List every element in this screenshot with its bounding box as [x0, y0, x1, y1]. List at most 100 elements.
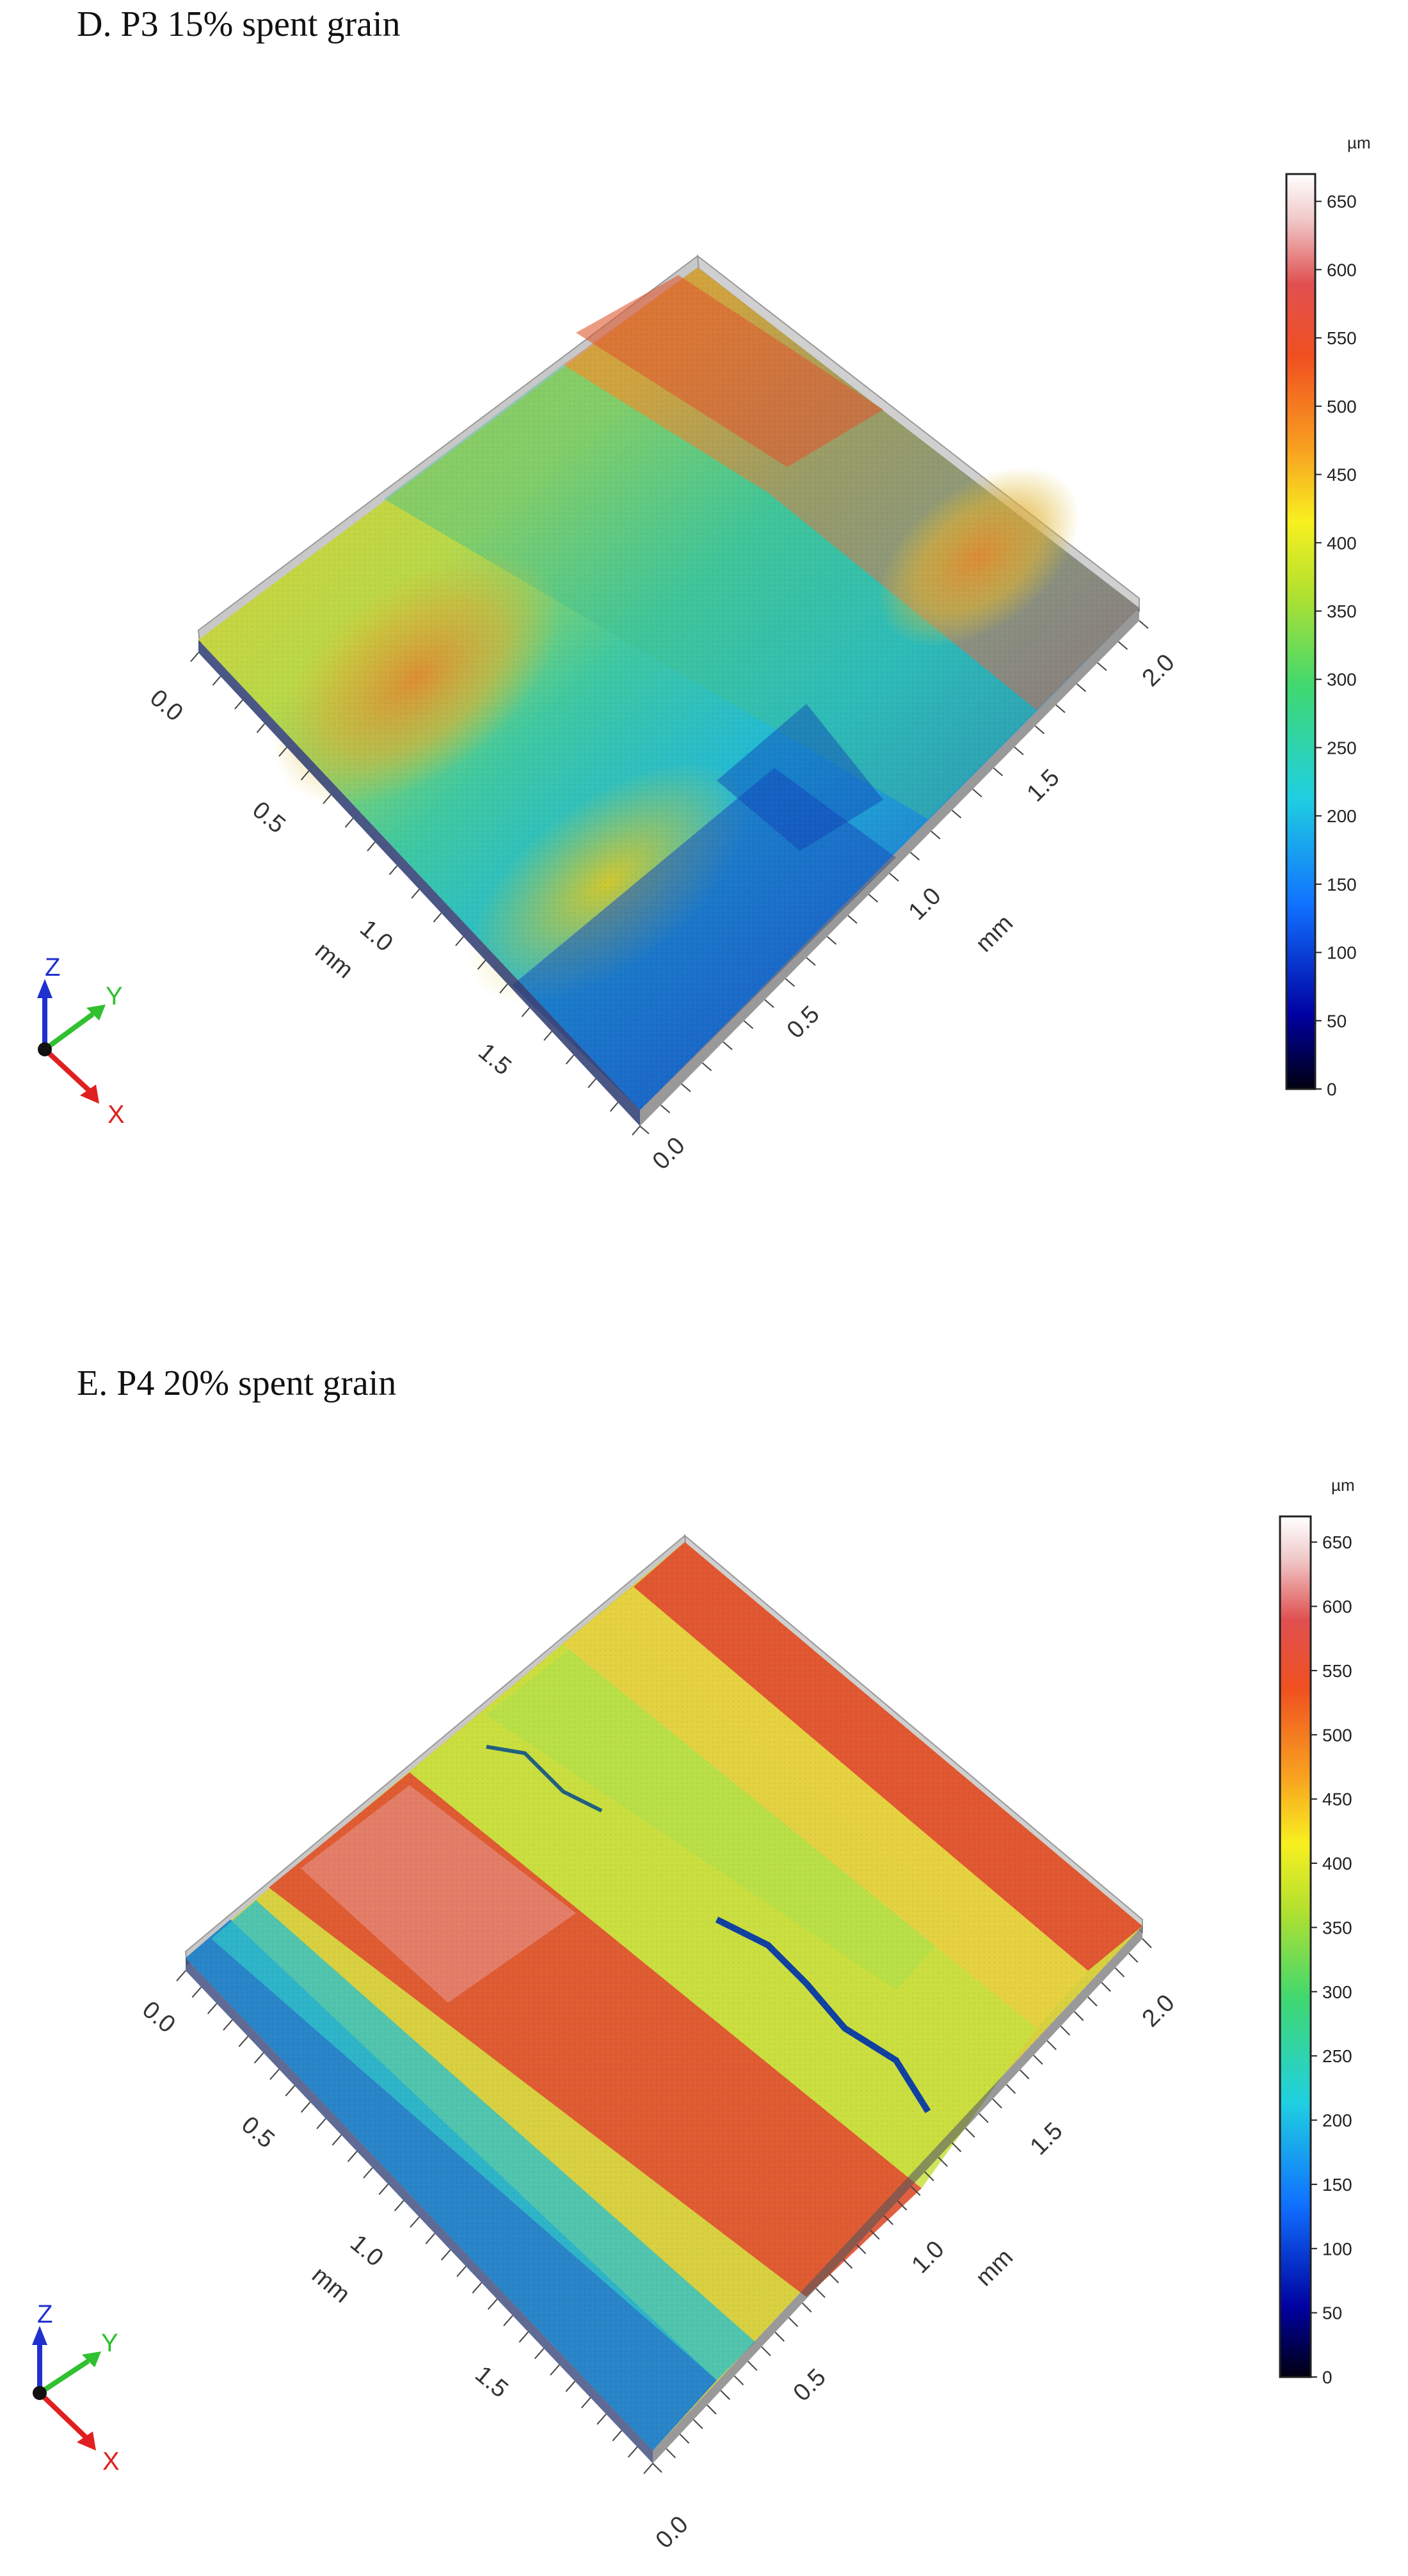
colorbar-tick-label: 200 — [1327, 806, 1357, 826]
axis-tick-mark — [847, 915, 858, 924]
axis-tick-mark — [643, 2463, 653, 2474]
axis-tick-mark — [785, 978, 796, 987]
axis-tick-mark — [612, 2430, 623, 2442]
axis-tick-mark — [1087, 1996, 1098, 2007]
triad-z-label: Z — [45, 953, 60, 982]
colorbar-tick-label: 350 — [1327, 601, 1357, 621]
axis-tick-mark — [344, 818, 354, 828]
colorbar-tick-label: 250 — [1322, 2046, 1352, 2066]
axis-tick-mark — [870, 2229, 880, 2240]
axis-tick-mark — [499, 983, 508, 994]
axis-tick-mark — [388, 865, 398, 875]
colorbar-tick-label: 300 — [1322, 1982, 1352, 2002]
axis-tick-mark — [632, 1125, 641, 1136]
axis-tick-mark — [394, 2200, 404, 2211]
axis-tick-mark — [802, 2302, 812, 2313]
axis-tick-mark — [761, 2346, 771, 2357]
colorbar-tick-label: 550 — [1322, 1661, 1352, 1681]
axis-tick-mark — [269, 2069, 280, 2080]
colorbar-tick-label: 50 — [1327, 1011, 1347, 1031]
axis-tick-mark — [425, 2233, 436, 2245]
axis-tick-mark — [652, 2463, 662, 2473]
axis-tick-mark — [234, 699, 243, 710]
axis-tick-mark — [897, 2200, 908, 2211]
colorbar-tick-label: 400 — [1322, 1854, 1352, 1873]
axis-tick-mark — [580, 2397, 591, 2408]
panel-e-y-axis-label: mm — [971, 2244, 1018, 2291]
axis-tick-mark — [1060, 2025, 1071, 2036]
axis-tick-mark — [788, 2317, 799, 2327]
axis-tick-mark — [992, 2098, 1002, 2109]
colorbar-tick-label: 100 — [1322, 2239, 1352, 2259]
axis-tick-mark — [1014, 746, 1024, 756]
axis-tick-mark — [212, 676, 221, 686]
axis-tick-mark — [1101, 1982, 1111, 1992]
axis-tick-mark — [972, 788, 982, 798]
axis-tick-mark — [815, 2287, 826, 2298]
panel-e-y-tick: 0.5 — [788, 2364, 831, 2406]
axis-tick-mark — [253, 2052, 264, 2063]
axis-tick-mark — [1005, 2084, 1016, 2094]
triad-x-label: X — [108, 1101, 125, 1129]
panel-e-surface — [186, 1542, 1142, 2451]
axis-tick-mark — [207, 2003, 218, 2014]
axis-tick-mark — [191, 1987, 202, 1998]
axis-tick-mark — [1128, 1953, 1139, 1963]
axis-tick-mark — [889, 873, 899, 882]
panel-d-figure: µm 0 50 100 150 200 250 300 350 400 450 500 550 600 6… — [37, 133, 1371, 1175]
axis-tick-mark — [347, 2151, 358, 2162]
axis-tick-mark — [909, 852, 920, 861]
axis-tick-mark — [367, 841, 376, 852]
axis-tick-mark — [363, 2167, 373, 2179]
colorbar-tick-label: 50 — [1322, 2303, 1342, 2323]
colorbar-tick-label: 400 — [1327, 533, 1357, 553]
axis-tick-mark — [378, 2184, 389, 2195]
colorbar-tick-label: 450 — [1327, 465, 1357, 485]
colorbar-tick-label: 550 — [1327, 328, 1357, 348]
axis-tick-mark — [285, 2085, 296, 2097]
colorbar-tick-label: 100 — [1327, 943, 1357, 963]
colorbar-tick-label: 200 — [1322, 2111, 1352, 2131]
axis-tick-mark — [1076, 683, 1087, 692]
axis-tick-mark — [681, 1083, 691, 1092]
triad-x-label: X — [102, 2447, 120, 2476]
axis-tick-mark — [931, 831, 941, 839]
axis-tick-mark — [300, 770, 310, 781]
axis-tick-mark — [1142, 1938, 1152, 1948]
colorbar-tick-label: 650 — [1322, 1532, 1352, 1552]
axis-tick-mark — [332, 2135, 342, 2146]
axis-tick-mark — [550, 2364, 560, 2376]
axis-tick-mark — [883, 2215, 893, 2225]
axis-tick-mark — [965, 2127, 975, 2138]
axis-tick-mark — [1033, 2055, 1043, 2065]
panel-e-x-tick: 1.0 — [345, 2230, 388, 2272]
axis-tick-mark — [679, 2433, 690, 2444]
panel-d-surface — [198, 267, 1139, 1110]
axis-tick-mark — [627, 2446, 638, 2458]
axis-tick-mark — [596, 2413, 607, 2425]
panel-e-y-tick: 1.5 — [1025, 2117, 1068, 2160]
axis-tick-mark — [316, 2118, 326, 2129]
axis-tick-mark — [693, 2419, 703, 2429]
axis-tick-mark — [256, 723, 266, 733]
axis-tick-mark — [868, 894, 879, 903]
axis-tick-mark — [979, 2113, 989, 2124]
axis-tick-mark — [433, 912, 442, 923]
colorbar-tick-label: 600 — [1327, 260, 1357, 280]
axis-tick-mark — [518, 2332, 529, 2343]
axis-tick-mark — [609, 1102, 619, 1112]
colorbar-tick-label: 350 — [1322, 1918, 1352, 1937]
panel-e-y-tick: 1.0 — [907, 2236, 950, 2278]
colorbar-tick-label: 300 — [1327, 670, 1357, 690]
axis-tick-mark — [707, 2405, 717, 2415]
axis-tick-mark — [1034, 725, 1045, 735]
colorbar-tick-label: 0 — [1322, 2367, 1332, 2387]
axis-tick-mark — [543, 1031, 552, 1041]
axis-tick-mark — [456, 2266, 467, 2277]
axis-tick-mark — [660, 1104, 671, 1113]
panel-e-x-tick: 1.5 — [470, 2361, 513, 2403]
triad-z-label: Z — [37, 2300, 52, 2328]
axis-tick-mark — [911, 2186, 921, 2196]
colorbar-tick-label: 600 — [1322, 1597, 1352, 1617]
